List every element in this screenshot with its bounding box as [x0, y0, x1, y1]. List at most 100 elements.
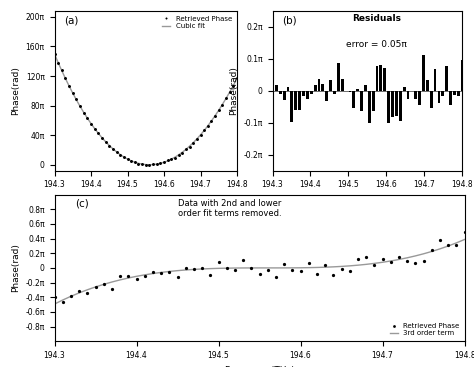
Point — [174, 273, 182, 279]
Point — [182, 265, 190, 270]
Bar — [271, 91, 274, 96]
Point — [135, 161, 142, 167]
Text: Residuals: Residuals — [352, 14, 401, 23]
Text: (c): (c) — [75, 199, 89, 209]
Point — [141, 273, 148, 279]
Bar — [356, 89, 359, 91]
Point — [51, 51, 58, 57]
Point — [59, 299, 66, 305]
Y-axis label: Phase(rad): Phase(rad) — [229, 66, 238, 115]
Point — [102, 139, 109, 145]
Point — [98, 135, 106, 141]
Point — [94, 130, 102, 136]
Point — [153, 161, 161, 167]
Point — [215, 108, 223, 113]
Point — [338, 266, 346, 272]
Point — [80, 110, 88, 116]
Point — [204, 123, 211, 129]
Bar — [438, 91, 440, 102]
Point — [51, 294, 58, 300]
Point — [313, 271, 321, 277]
Point — [223, 265, 230, 270]
X-axis label: Frequency(THz): Frequency(THz) — [110, 195, 181, 204]
Point — [65, 83, 73, 89]
Point — [109, 146, 117, 152]
Point — [272, 274, 280, 280]
Point — [211, 113, 219, 119]
Legend: Retrieved Phase, 3rd order term: Retrieved Phase, 3rd order term — [388, 321, 461, 338]
Point — [428, 247, 436, 253]
Y-axis label: Phase(rad): Phase(rad) — [11, 66, 20, 115]
Y-axis label: Phase(rad): Phase(rad) — [11, 243, 20, 292]
Point — [146, 162, 153, 168]
Bar — [321, 84, 324, 91]
Bar — [360, 91, 363, 111]
Point — [156, 160, 164, 166]
Point — [69, 90, 77, 96]
Point — [190, 140, 197, 146]
Bar — [302, 91, 305, 96]
Bar — [445, 66, 448, 91]
Bar — [449, 91, 452, 105]
Bar — [298, 91, 301, 110]
Point — [208, 118, 215, 124]
Point — [167, 156, 175, 162]
Point — [280, 261, 288, 266]
Point — [157, 270, 165, 276]
Bar — [383, 68, 386, 91]
Bar — [418, 91, 421, 105]
Bar — [306, 91, 309, 99]
Bar — [380, 65, 383, 91]
Bar — [325, 91, 328, 101]
Point — [354, 256, 362, 262]
Point — [55, 60, 62, 66]
Point — [138, 161, 146, 167]
Point — [73, 97, 80, 102]
Point — [87, 121, 95, 127]
X-axis label: Frequency(THz): Frequency(THz) — [224, 366, 295, 367]
Point — [117, 152, 124, 158]
Point — [142, 161, 150, 167]
Point — [321, 262, 329, 268]
Bar — [314, 85, 317, 91]
Point — [222, 95, 230, 101]
Bar — [403, 87, 406, 91]
Point — [67, 293, 75, 299]
Text: error = 0.05π: error = 0.05π — [346, 40, 407, 49]
Bar — [283, 91, 285, 100]
Bar — [414, 91, 417, 99]
Point — [165, 269, 173, 275]
Point — [190, 266, 198, 272]
Point — [226, 89, 234, 95]
Bar — [275, 85, 278, 91]
Point — [289, 266, 296, 272]
Bar — [341, 79, 344, 91]
Point — [395, 254, 403, 260]
Bar — [434, 69, 437, 91]
Point — [371, 262, 378, 268]
Point — [108, 286, 116, 292]
Bar — [372, 91, 374, 111]
Point — [133, 276, 140, 282]
Point — [193, 136, 201, 142]
Bar — [375, 66, 378, 91]
Bar — [348, 91, 351, 92]
Bar — [364, 85, 367, 91]
Point — [239, 257, 247, 263]
Bar — [441, 91, 444, 96]
Point — [164, 157, 172, 163]
Bar — [430, 91, 433, 108]
Bar — [287, 87, 290, 91]
Point — [201, 127, 208, 133]
Bar — [457, 91, 460, 96]
Point — [379, 256, 386, 262]
Point — [175, 152, 182, 157]
Point — [264, 266, 272, 272]
Bar — [407, 91, 410, 99]
Point — [231, 267, 239, 273]
Point — [297, 268, 304, 274]
Point — [362, 254, 370, 260]
Point — [233, 76, 241, 81]
Point — [105, 143, 113, 149]
Point — [62, 75, 69, 81]
